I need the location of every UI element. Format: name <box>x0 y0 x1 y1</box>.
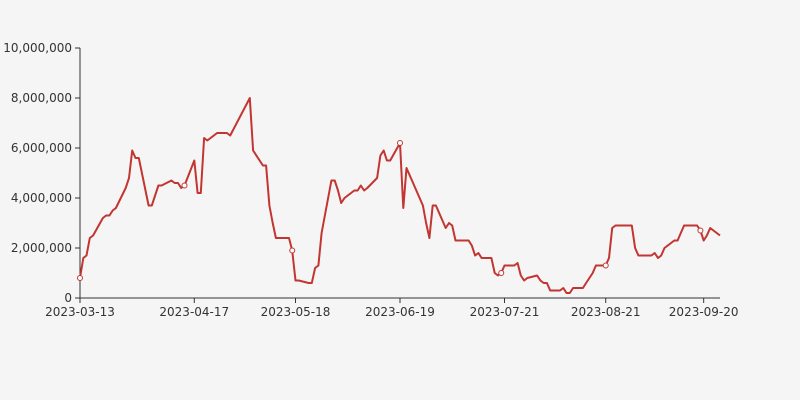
x-axis: 2023-03-13 2023-04-17 2023-05-18 2023-06-19… <box>45 297 739 319</box>
x-tick-label: 2023-06-19 <box>365 305 435 319</box>
y-tick-label: 6,000,000 <box>11 141 72 155</box>
data-point <box>77 275 83 281</box>
data-point <box>397 140 403 146</box>
x-tick-label: 2023-07-21 <box>470 305 540 319</box>
x-tick-label: 2023-03-13 <box>45 305 115 319</box>
data-point <box>498 270 505 276</box>
y-tick-label: 4,000,000 <box>11 191 72 205</box>
y-tick-label: 2,000,000 <box>11 241 72 255</box>
data-point <box>602 262 609 269</box>
x-tick-label: 2023-08-21 <box>571 305 641 319</box>
y-tick-label: 10,000,000 <box>3 41 72 55</box>
data-point <box>181 182 188 189</box>
x-tick-label: 2023-09-20 <box>669 305 739 319</box>
y-tick-label: 0 <box>64 291 72 305</box>
series-group <box>77 97 721 294</box>
x-tick-label: 2023-04-17 <box>159 305 229 319</box>
x-tick-label: 2023-05-18 <box>261 305 331 319</box>
data-point <box>697 227 704 234</box>
series-line <box>79 97 721 294</box>
y-tick-label: 8,000,000 <box>11 91 72 105</box>
y-axis: 0 2,000,000 4,000,000 6,000,000 8,000,000 10,… <box>3 41 81 305</box>
data-point <box>289 247 296 254</box>
